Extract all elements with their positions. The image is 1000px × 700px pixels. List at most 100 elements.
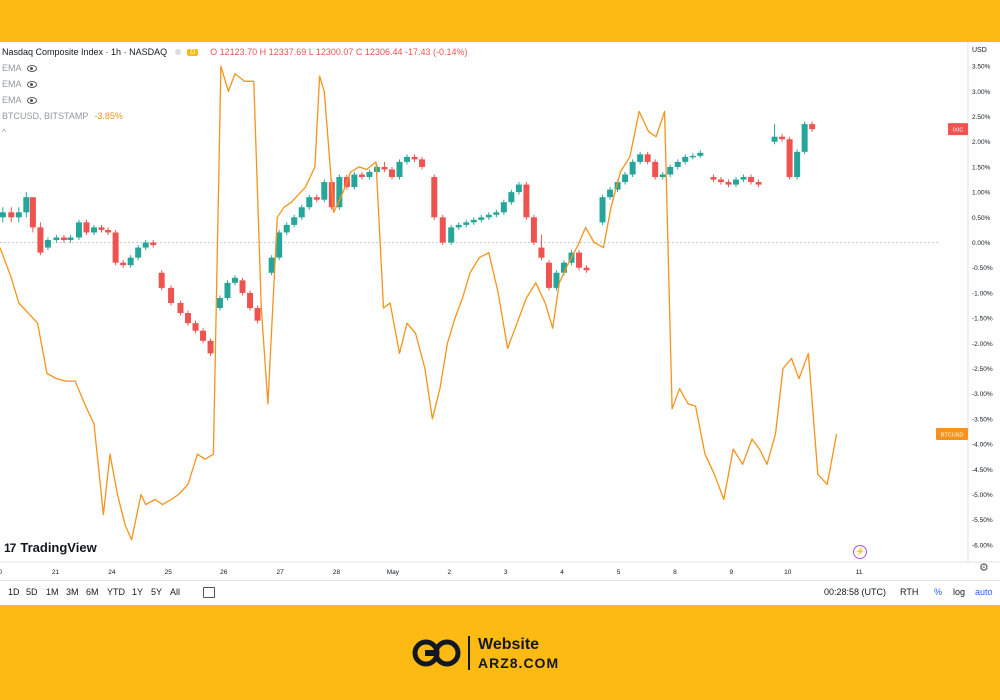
candle-up[interactable] <box>351 174 358 188</box>
candle-down[interactable] <box>98 227 105 230</box>
btc-symbol[interactable]: BTCUSD, BITSTAMP <box>2 111 89 121</box>
candle-up[interactable] <box>553 272 560 288</box>
candle-up[interactable] <box>366 171 373 178</box>
candle-down[interactable] <box>83 222 90 233</box>
candle-up[interactable] <box>682 156 689 162</box>
candle-up[interactable] <box>637 154 644 162</box>
candle-up[interactable] <box>470 219 477 223</box>
candle-down[interactable] <box>710 177 717 180</box>
nasdaq-title[interactable]: Nasdaq Composite Index · 1h · NASDAQ <box>2 47 168 57</box>
eye-icon[interactable] <box>26 80 37 88</box>
range-1d-button[interactable]: 1D <box>8 587 20 597</box>
candle-up[interactable] <box>478 217 485 220</box>
candle-down[interactable] <box>538 247 545 258</box>
range-all-button[interactable]: All <box>170 587 181 597</box>
lightning-icon[interactable]: ⚡ <box>853 545 867 559</box>
candle-down[interactable] <box>168 287 175 303</box>
candle-down[interactable] <box>185 313 191 324</box>
candle-down[interactable] <box>530 217 537 243</box>
eye-icon[interactable] <box>26 64 37 72</box>
candle-down[interactable] <box>247 292 254 309</box>
candle-down[interactable] <box>120 262 127 266</box>
candle-down[interactable] <box>411 156 418 160</box>
candle-up[interactable] <box>396 161 403 178</box>
candle-down[interactable] <box>200 330 207 341</box>
candle-down[interactable] <box>439 217 446 243</box>
candle-up[interactable] <box>493 212 500 215</box>
tradingview-logo[interactable]: 17 TradingView <box>4 540 97 555</box>
candle-up[interactable] <box>733 179 740 185</box>
candle-down[interactable] <box>809 124 816 130</box>
candle-up[interactable] <box>232 277 238 283</box>
candle-down[interactable] <box>105 229 112 233</box>
candle-down[interactable] <box>779 136 786 140</box>
candle-down[interactable] <box>254 308 261 321</box>
candle-up[interactable] <box>224 282 231 298</box>
candle-down[interactable] <box>192 323 199 331</box>
candle-down[interactable] <box>60 237 67 241</box>
candle-up[interactable] <box>268 257 275 273</box>
range-1m-button[interactable]: 1M <box>46 587 59 597</box>
candle-up[interactable] <box>607 189 614 198</box>
candle-up[interactable] <box>697 152 704 156</box>
candle-up[interactable] <box>463 222 470 225</box>
candle-down[interactable] <box>239 280 246 293</box>
candle-down[interactable] <box>358 174 365 178</box>
candle-up[interactable] <box>485 214 492 218</box>
candle-down[interactable] <box>725 182 732 185</box>
range-3m-button[interactable]: 3M <box>66 587 79 597</box>
candle-up[interactable] <box>283 224 290 233</box>
candle-up[interactable] <box>740 177 747 180</box>
candle-up[interactable] <box>44 240 51 248</box>
candle-up[interactable] <box>91 227 97 233</box>
candle-down[interactable] <box>583 267 590 271</box>
candle-up[interactable] <box>614 182 621 190</box>
candle-down[interactable] <box>431 177 438 218</box>
candle-down[interactable] <box>381 166 388 170</box>
clock-display[interactable]: 00:28:58 (UTC) <box>824 587 887 597</box>
range-5y-button[interactable]: 5Y <box>151 587 163 597</box>
candle-down[interactable] <box>29 197 36 228</box>
collapse-chevron-icon[interactable]: ^ <box>2 127 7 137</box>
candle-down[interactable] <box>748 177 755 183</box>
candle-up[interactable] <box>801 124 808 152</box>
candle-up[interactable] <box>599 197 606 223</box>
btc-line[interactable] <box>0 65 838 541</box>
candle-down[interactable] <box>755 182 762 185</box>
ema-label-3[interactable]: EMA <box>2 95 22 105</box>
candle-up[interactable] <box>455 224 462 228</box>
candle-up[interactable] <box>448 227 455 243</box>
candle-up[interactable] <box>306 197 313 208</box>
candle-down[interactable] <box>644 154 651 162</box>
candle-up[interactable] <box>291 217 298 225</box>
candle-down[interactable] <box>717 179 724 183</box>
eye-icon[interactable] <box>26 96 37 104</box>
gear-icon[interactable]: ⚙ <box>979 562 989 574</box>
candle-up[interactable] <box>404 156 411 162</box>
candle-down[interactable] <box>576 252 583 268</box>
candle-up[interactable] <box>508 192 515 203</box>
candle-up[interactable] <box>135 247 142 258</box>
candle-up[interactable] <box>0 212 6 218</box>
candle-up[interactable] <box>142 242 149 248</box>
candle-up[interactable] <box>23 197 30 213</box>
range-1y-button[interactable]: 1Y <box>132 587 144 597</box>
auto-toggle[interactable]: auto <box>975 587 993 597</box>
candle-up[interactable] <box>689 155 696 158</box>
percent-toggle[interactable]: % <box>934 587 943 597</box>
candle-down[interactable] <box>207 340 214 354</box>
candle-up[interactable] <box>75 222 82 238</box>
candle-down[interactable] <box>523 184 530 218</box>
candle-up[interactable] <box>67 237 74 241</box>
candle-down[interactable] <box>37 227 44 253</box>
calendar-icon[interactable] <box>203 587 215 598</box>
candle-up[interactable] <box>500 202 507 213</box>
ema-label-2[interactable]: EMA <box>2 79 22 89</box>
chart-svg[interactable]: USD 3.50% 3.00% 2.50% 2.00% 1.50% 1.00% 0.50% 0.… <box>0 42 1000 605</box>
candle-up[interactable] <box>794 151 801 178</box>
candle-up[interactable] <box>771 136 778 142</box>
candle-down[interactable] <box>419 159 426 167</box>
ema-label-1[interactable]: EMA <box>2 63 22 73</box>
candle-up[interactable] <box>336 177 343 208</box>
candle-down[interactable] <box>150 242 157 246</box>
